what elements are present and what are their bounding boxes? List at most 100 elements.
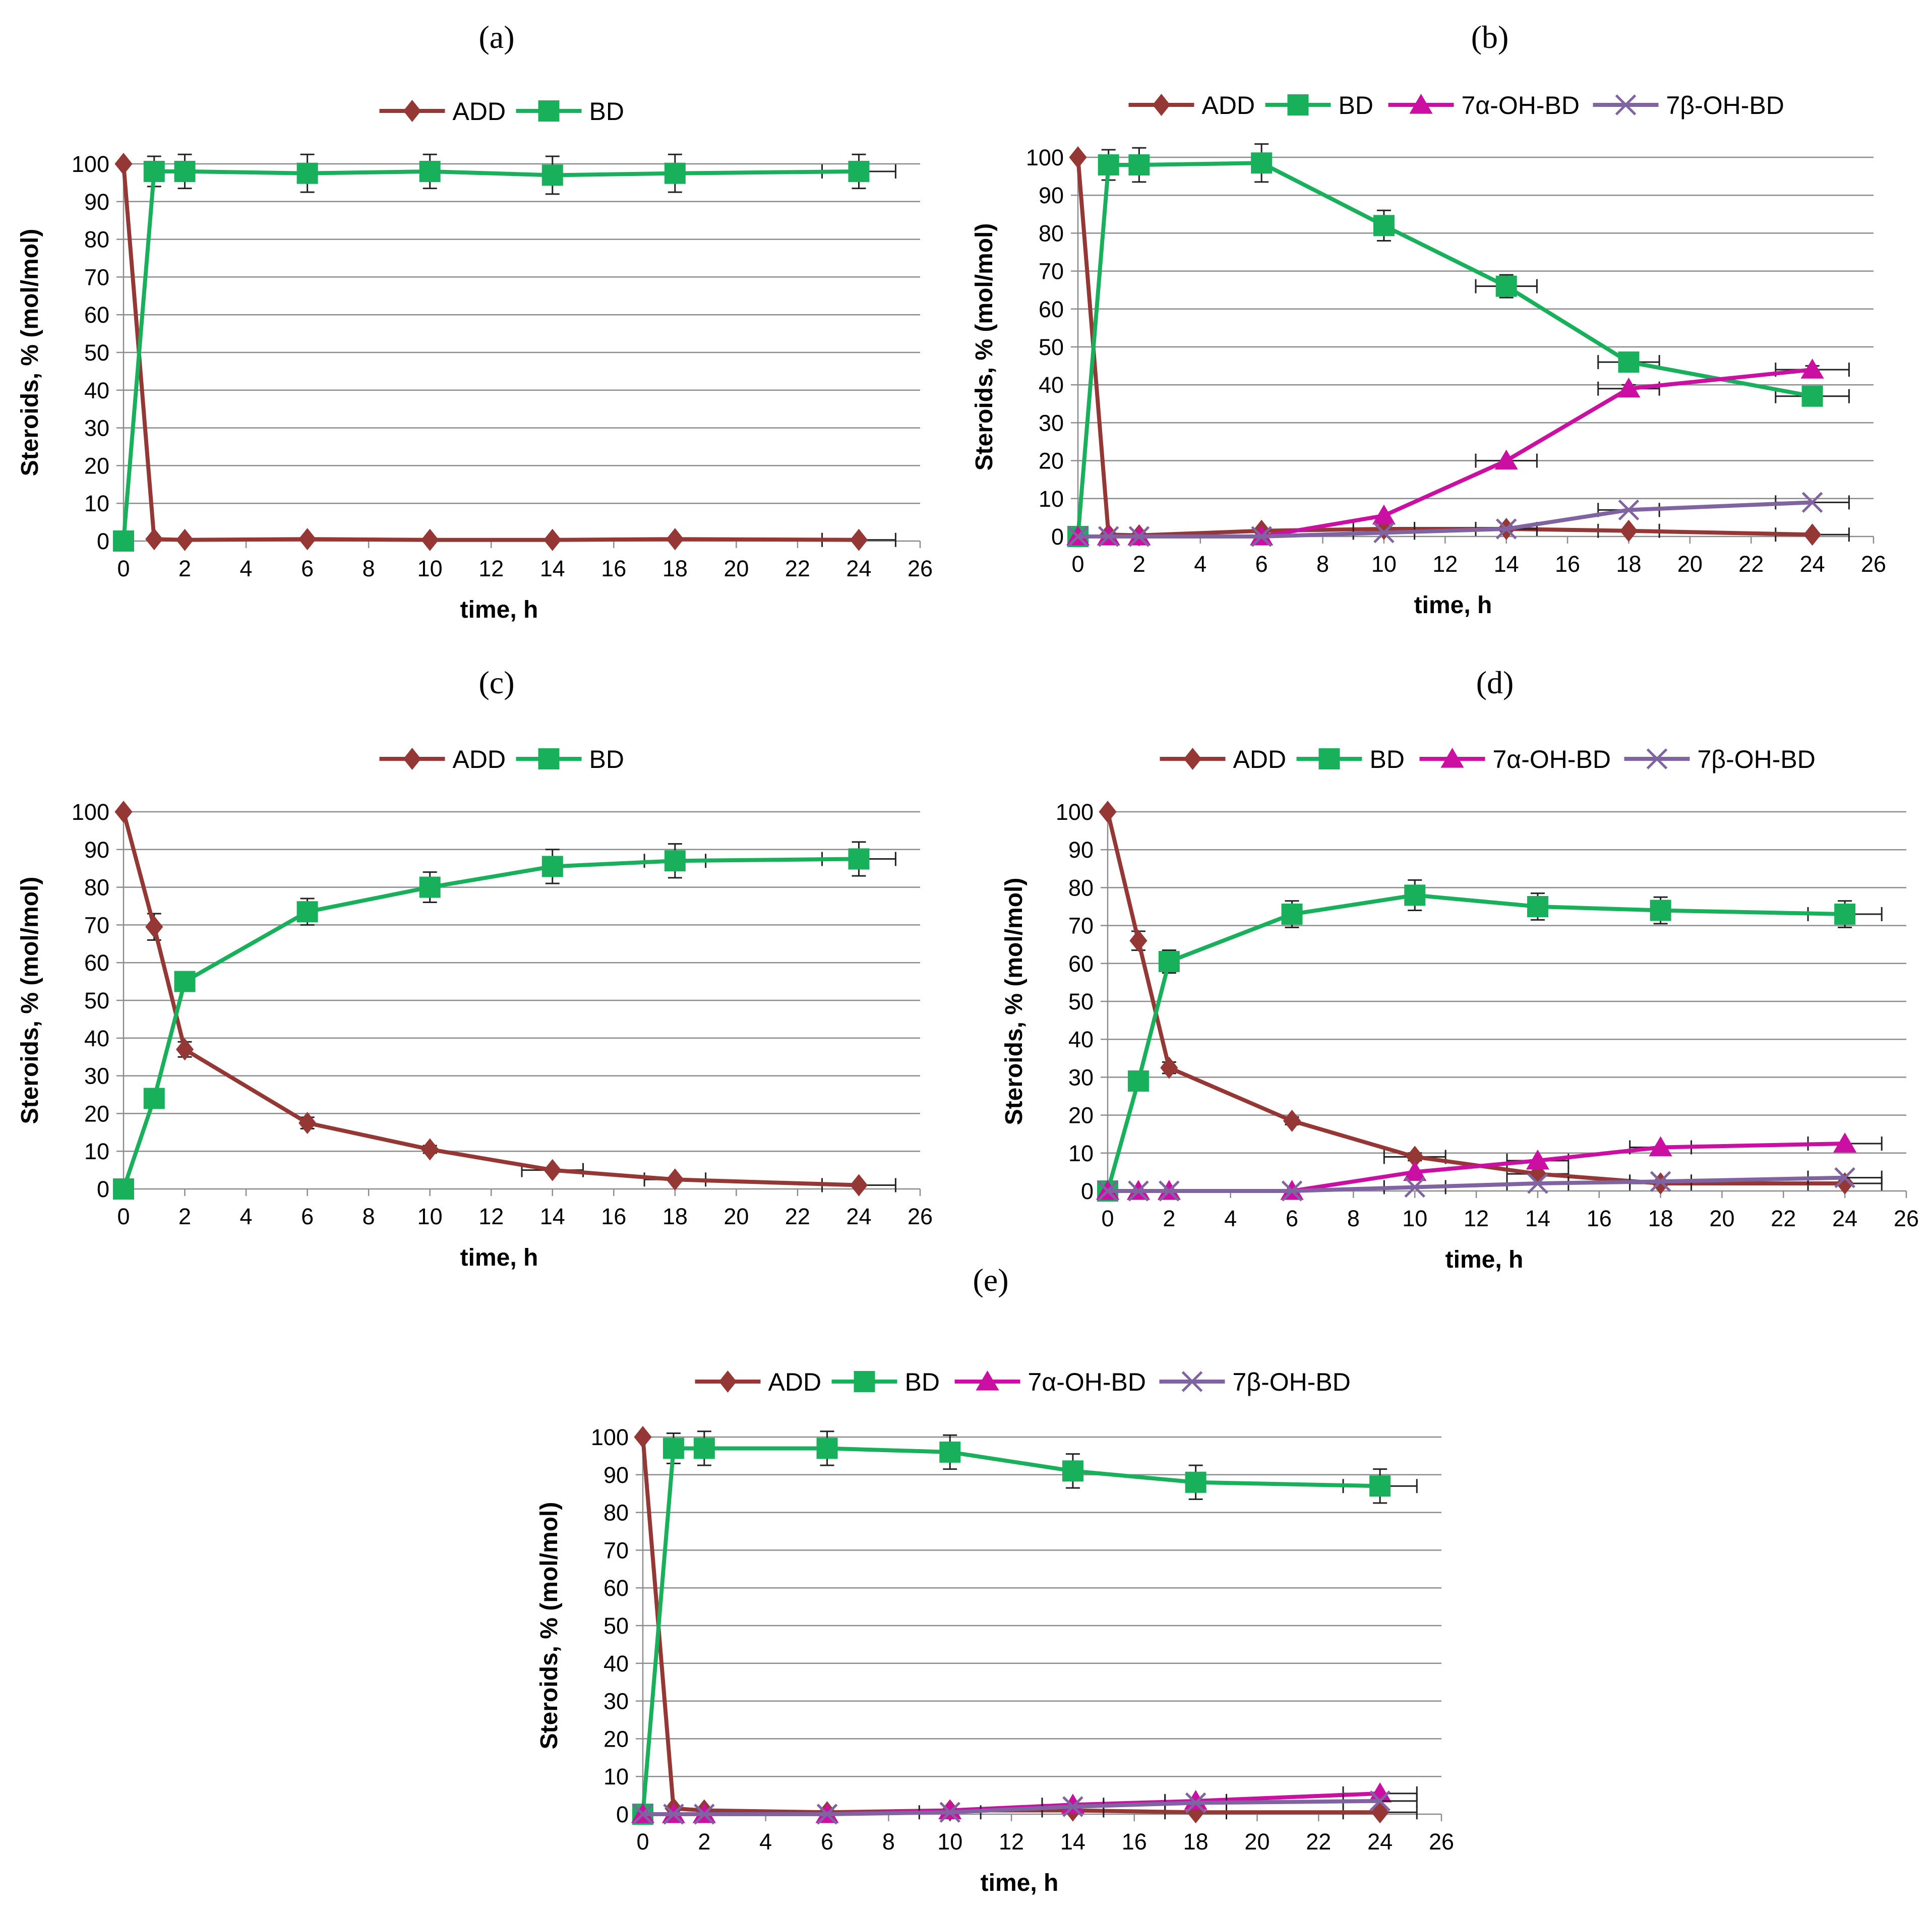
- legend-label: 7α-OH-BD: [1028, 1368, 1146, 1396]
- data-point: [544, 1159, 562, 1181]
- series-BD: [1097, 879, 1883, 1202]
- y-tick-label: 100: [72, 151, 109, 177]
- y-tick-label: 10: [84, 491, 109, 516]
- legend-item-BD: BD: [516, 745, 624, 773]
- y-tick-label: 70: [1039, 259, 1064, 284]
- data-point: [664, 162, 686, 184]
- legend-marker: [1183, 748, 1202, 770]
- data-point: [1371, 1801, 1389, 1824]
- legend-label: BD: [905, 1368, 940, 1396]
- y-tick-label: 20: [603, 1726, 629, 1752]
- data-point: [175, 528, 194, 551]
- data-point: [1098, 526, 1119, 547]
- data-point: [1128, 526, 1150, 547]
- series-ADD: [1099, 801, 1883, 1194]
- legend-item-7β-OH-BD: 7β-OH-BD: [1624, 745, 1816, 773]
- data-point: [693, 1438, 715, 1459]
- data-point: [1649, 1136, 1672, 1157]
- legend-marker: [1318, 748, 1340, 769]
- data-point: [1062, 1460, 1083, 1482]
- x-tick-label: 4: [1194, 551, 1206, 577]
- data-point: [816, 1804, 838, 1825]
- legend-item-BD: BD: [516, 97, 624, 126]
- data-point: [939, 1441, 961, 1463]
- y-tick-label: 40: [84, 378, 109, 403]
- legend-item-ADD: ADD: [379, 745, 506, 773]
- legend-marker: [1287, 94, 1309, 115]
- legend-marker: [976, 1370, 999, 1391]
- data-point: [419, 160, 441, 182]
- y-tick-label: 70: [84, 912, 109, 938]
- y-axis-title: Steroids, % (mol/mol): [1001, 878, 1028, 1125]
- data-point: [1527, 896, 1548, 917]
- x-tick-label: 16: [1122, 1829, 1147, 1855]
- legend-marker: [1181, 1371, 1203, 1392]
- data-point: [544, 528, 562, 551]
- legend-marker: [403, 100, 421, 122]
- x-tick-label: 16: [601, 1204, 626, 1229]
- y-tick-label: 80: [1068, 875, 1094, 901]
- legend-label: BD: [1370, 745, 1405, 773]
- x-tick-label: 6: [1255, 551, 1268, 577]
- data-point: [113, 1178, 134, 1200]
- y-tick-label: 40: [603, 1651, 629, 1677]
- y-axis-title: Steroids, % (mol/mol): [17, 229, 43, 476]
- y-axis-title: Steroids, % (mol/mol): [971, 223, 998, 471]
- x-tick-label: 8: [1316, 551, 1329, 577]
- legend-item-ADD: ADD: [379, 97, 506, 126]
- series-line: [1108, 1175, 1845, 1193]
- y-axis-title: Steroids, % (mol/mol): [17, 877, 43, 1124]
- data-point: [1650, 900, 1671, 921]
- y-tick-label: 0: [1081, 1178, 1094, 1204]
- legend: ADD BD 7α-OH-BD 7β-OH-BD: [695, 1368, 1351, 1396]
- x-tick-label: 20: [723, 1204, 749, 1229]
- x-tick-label: 2: [1163, 1206, 1175, 1231]
- data-point: [1373, 215, 1395, 236]
- panel-label: (b): [1471, 19, 1509, 55]
- panel-label: (d): [1476, 665, 1514, 700]
- data-point: [1801, 385, 1823, 407]
- data-point: [1127, 1070, 1149, 1092]
- data-point: [1834, 1167, 1855, 1188]
- data-point: [664, 850, 686, 872]
- data-point: [145, 916, 163, 938]
- data-point: [1160, 1056, 1178, 1079]
- legend-item-7β-OH-BD: 7β-OH-BD: [1593, 91, 1784, 119]
- y-tick-label: 80: [84, 227, 109, 253]
- series-ADD: [114, 801, 896, 1197]
- legend-marker: [538, 100, 560, 122]
- x-tick-label: 4: [240, 1204, 253, 1229]
- x-tick-label: 8: [1347, 1206, 1360, 1231]
- x-tick-label: 0: [117, 1204, 130, 1229]
- legend-item-BD: BD: [1265, 91, 1373, 119]
- y-tick-label: 100: [1026, 145, 1064, 170]
- data-point: [1650, 1171, 1671, 1192]
- y-tick-label: 80: [1039, 220, 1064, 246]
- data-point: [114, 153, 133, 175]
- y-tick-label: 50: [84, 340, 109, 366]
- x-tick-label: 10: [417, 556, 443, 581]
- data-point: [1373, 522, 1395, 544]
- x-tick-label: 6: [1286, 1206, 1298, 1231]
- data-point: [1526, 1149, 1550, 1170]
- x-tick-label: 12: [1432, 551, 1458, 577]
- data-point: [1098, 154, 1119, 176]
- y-tick-label: 60: [1039, 296, 1064, 322]
- x-tick-label: 14: [1525, 1206, 1550, 1231]
- y-tick-label: 10: [603, 1764, 629, 1789]
- data-point: [298, 1112, 317, 1134]
- y-tick-label: 0: [1051, 524, 1064, 550]
- y-tick-label: 0: [616, 1802, 629, 1827]
- x-axis-title: time, h: [460, 1244, 538, 1271]
- series-line: [1078, 368, 1813, 539]
- legend-marker: [538, 748, 560, 769]
- series-BD: [1067, 143, 1850, 547]
- data-point: [296, 162, 318, 184]
- x-tick-label: 0: [117, 556, 130, 581]
- y-tick-label: 20: [1068, 1103, 1094, 1128]
- legend-marker: [1409, 94, 1433, 114]
- x-tick-label: 16: [1555, 551, 1580, 577]
- data-point: [848, 848, 870, 870]
